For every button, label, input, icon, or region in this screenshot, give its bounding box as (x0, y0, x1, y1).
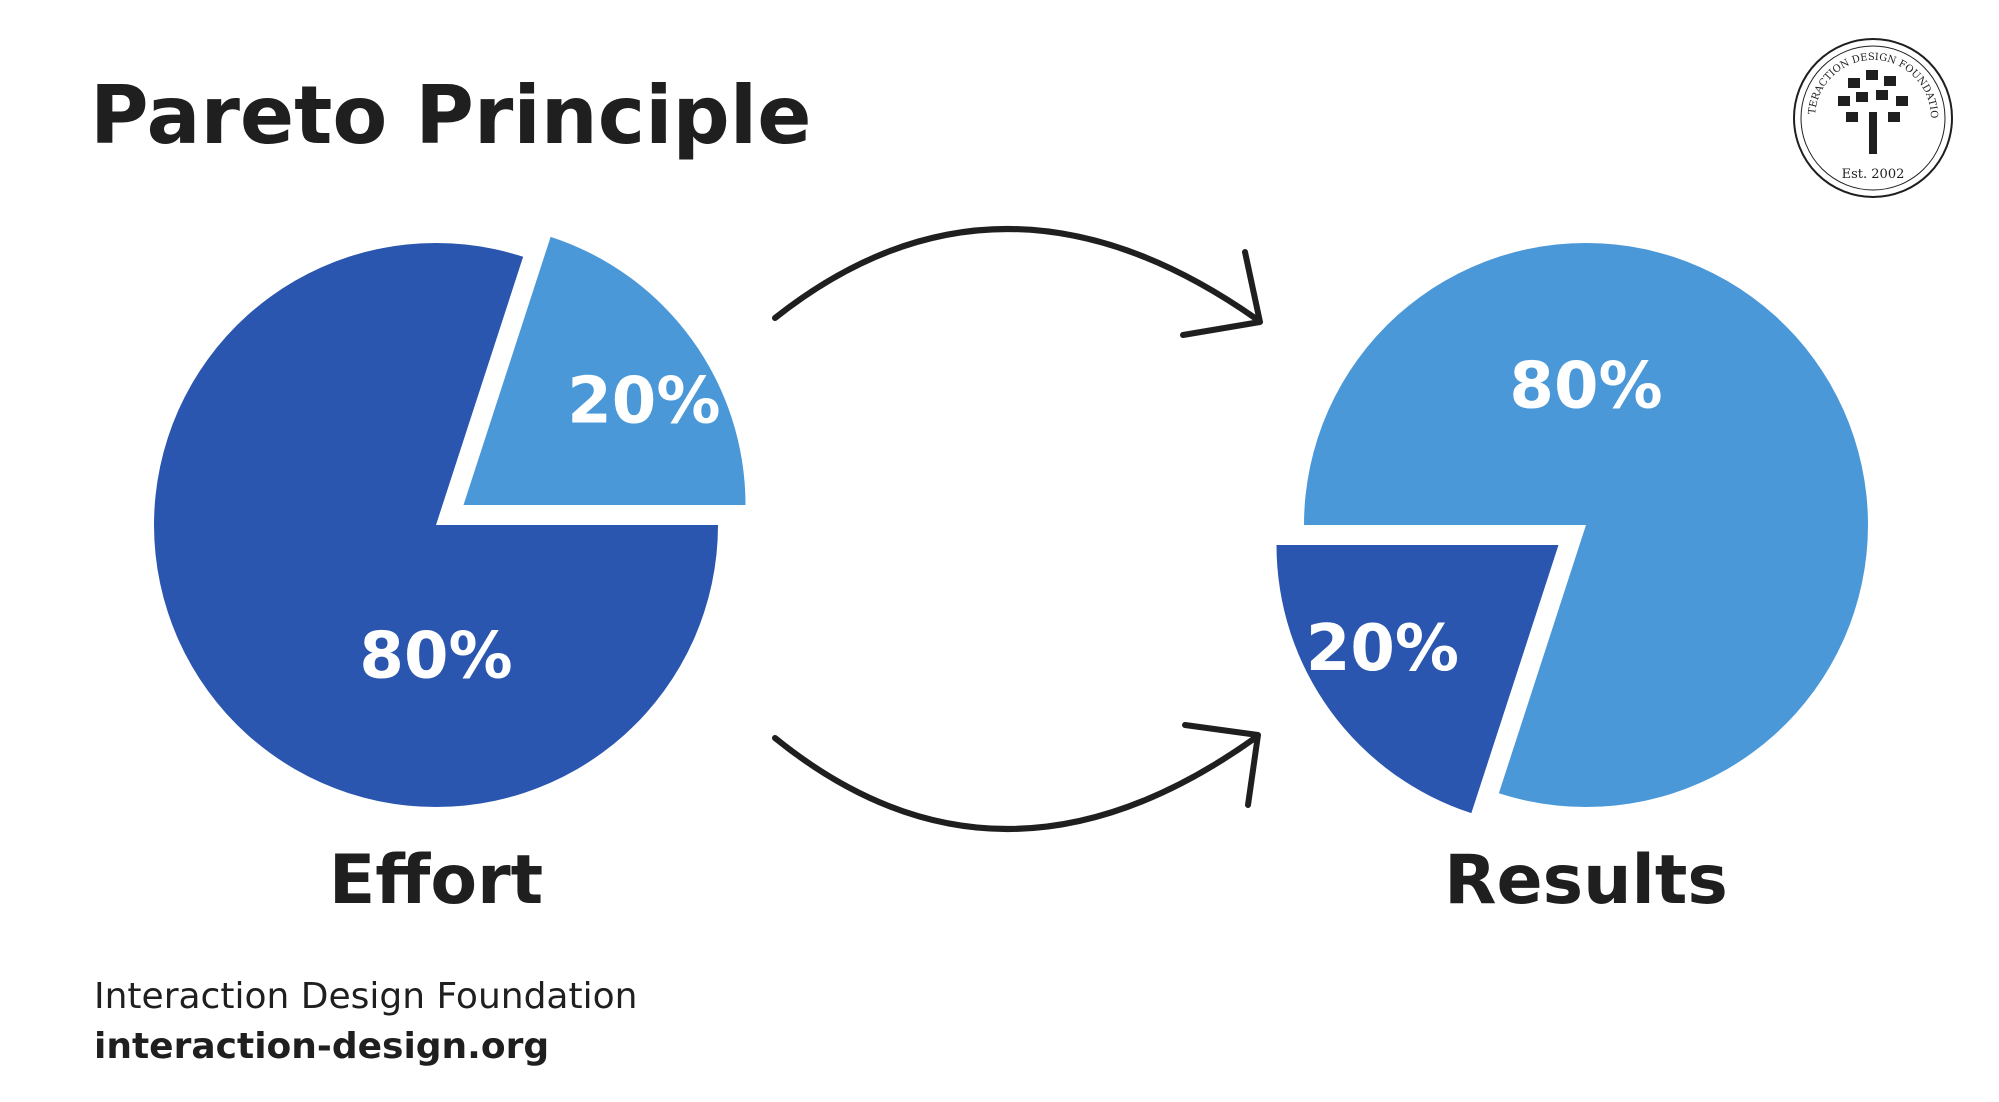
logo-est: Est. 2002 (1842, 167, 1905, 182)
page-title: Pareto Principle (90, 69, 811, 162)
leaf (1856, 92, 1868, 102)
tree-trunk (1869, 112, 1877, 154)
pie-slice (1276, 544, 1559, 814)
arrows (772, 226, 1263, 832)
pie-title: Effort (329, 841, 543, 920)
slice-label: 80% (1509, 350, 1662, 424)
arrow-bottom (772, 735, 1258, 832)
pie-slice (1304, 242, 1868, 808)
leaf (1884, 76, 1896, 86)
pie-slice (153, 242, 718, 808)
slice-label: 20% (567, 365, 720, 439)
leaf (1838, 96, 1850, 106)
pie-slice (463, 236, 746, 506)
arrow-top (772, 226, 1258, 321)
leaf (1888, 112, 1900, 122)
leaf (1846, 112, 1858, 122)
logo-tree (1838, 70, 1908, 154)
pie-title: Results (1444, 841, 1728, 920)
logo-ring-inner (1800, 45, 1946, 191)
arrow-bottom-head (1182, 722, 1261, 808)
leaf (1848, 78, 1860, 88)
footer-url: interaction-design.org (94, 1026, 549, 1067)
slice-label: 80% (359, 620, 512, 694)
arrow-top-head (1180, 249, 1263, 338)
leaf (1866, 70, 1878, 80)
leaf (1876, 90, 1888, 100)
footer-name: Interaction Design Foundation (94, 976, 637, 1017)
leaf (1896, 96, 1908, 106)
slice-label: 20% (1306, 612, 1459, 686)
